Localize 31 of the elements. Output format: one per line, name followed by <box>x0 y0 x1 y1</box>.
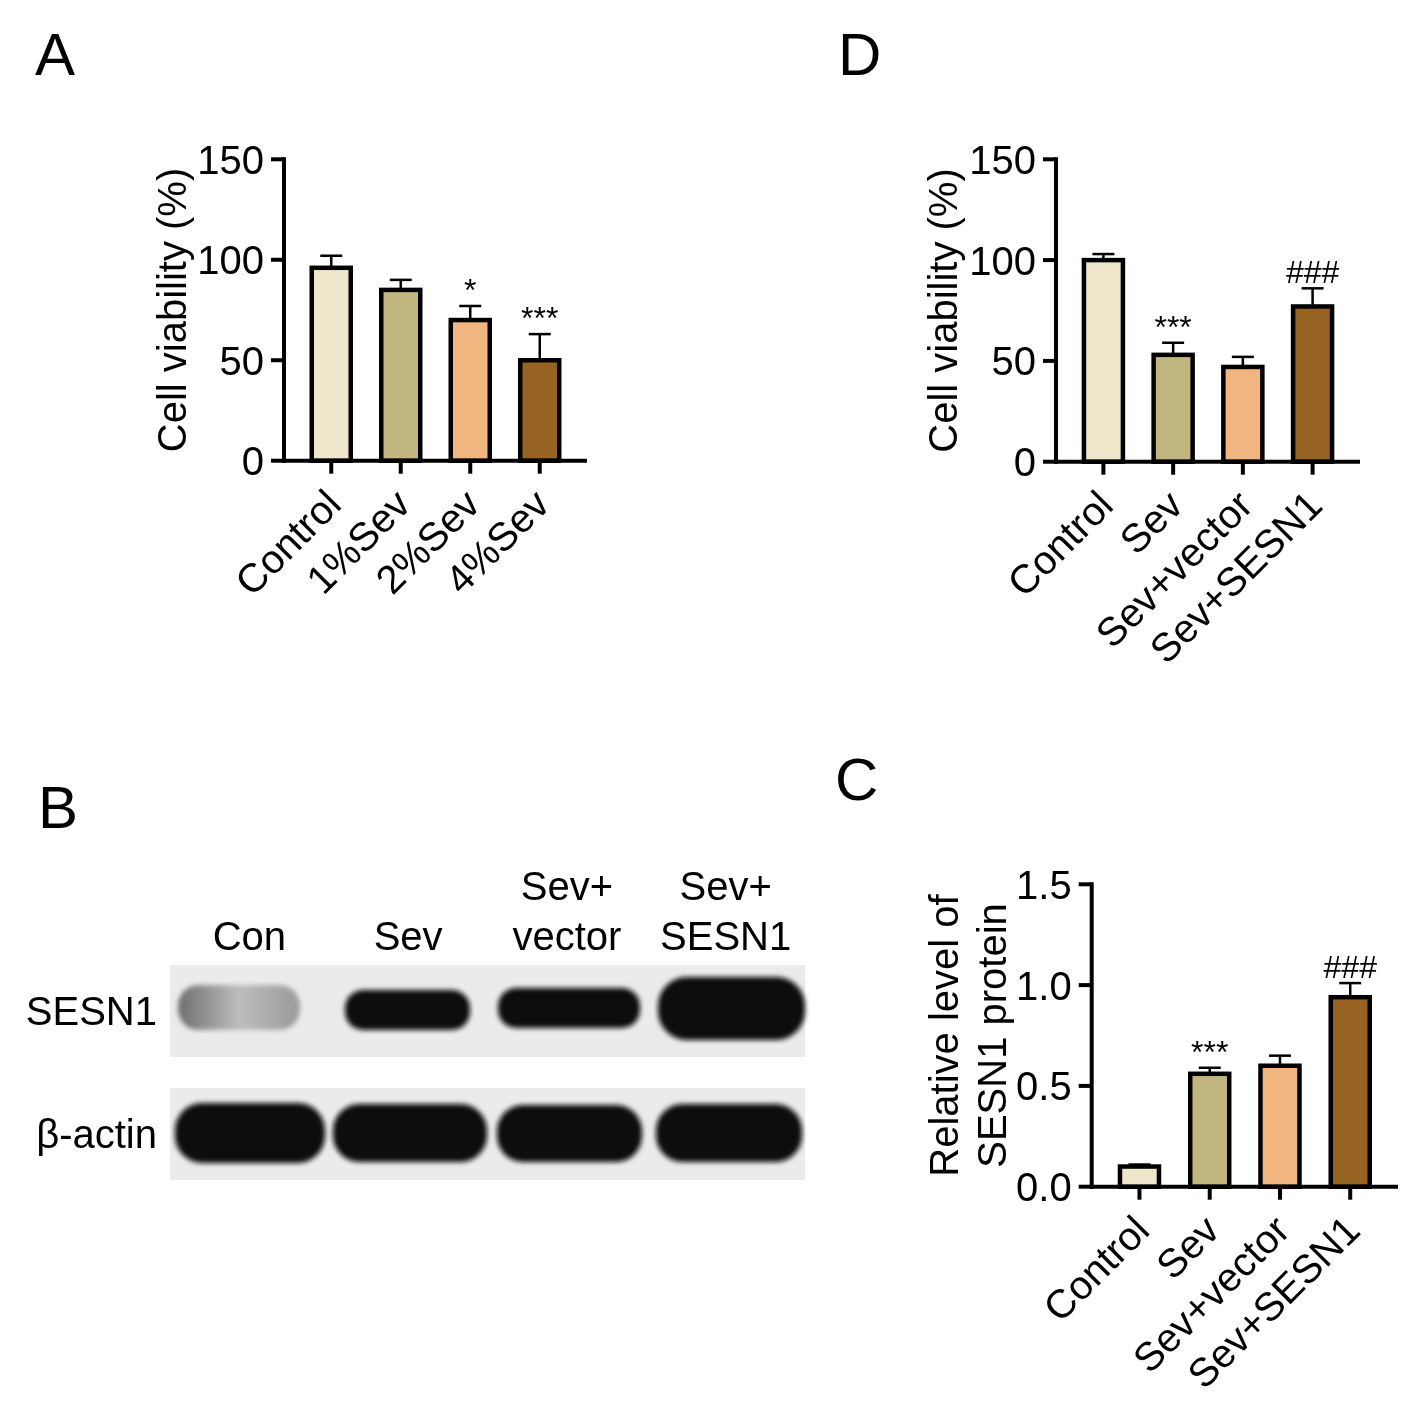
text: B <box>38 774 79 841</box>
y-tick-label: 100 <box>197 238 264 283</box>
category-label: SESN1 <box>25 989 157 1034</box>
annotation: ### <box>1323 949 1378 986</box>
y-tick-label: 150 <box>969 137 1036 182</box>
annotation: *** <box>521 300 559 337</box>
category-label: β-actin <box>36 1112 157 1157</box>
annotation: ### <box>1285 254 1340 291</box>
y-axis-title: Cell viability (%) <box>921 168 965 453</box>
y-tick-label: 0.5 <box>1016 1064 1072 1109</box>
y-tick-label: 0.0 <box>1016 1165 1072 1210</box>
annotation: *** <box>1154 308 1192 345</box>
y-tick-label: 150 <box>197 137 264 182</box>
annotation: * <box>464 271 477 308</box>
y-tick-label: 50 <box>991 339 1036 384</box>
y-tick-label: 50 <box>219 338 264 383</box>
y-tick-label: 100 <box>969 238 1036 283</box>
y-tick-label: 0 <box>1013 440 1036 485</box>
y-axis-title: Cell viability (%) <box>150 167 194 453</box>
annotation: *** <box>1191 1033 1229 1070</box>
category-label: Sev+ SESN1 <box>660 864 792 958</box>
category-label: Sev+ vector <box>512 864 622 958</box>
category-label: Sev <box>373 914 443 958</box>
y-tick-label: 1.0 <box>1016 963 1072 1008</box>
y-tick-label: 0 <box>241 439 264 484</box>
category-label: Con <box>212 914 287 958</box>
y-tick-label: 1.5 <box>1016 862 1072 907</box>
chart-title: C <box>835 746 879 813</box>
y-axis-title: Relative level of SESN1 protein <box>922 893 1014 1177</box>
chart-title: D <box>838 21 882 88</box>
chart-title: A <box>35 21 76 88</box>
